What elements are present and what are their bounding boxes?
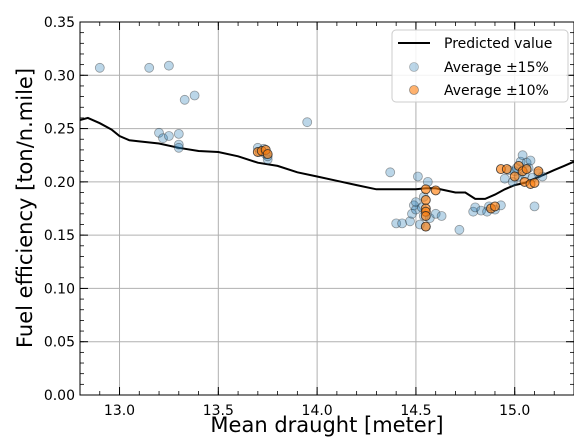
legend-label-average-10: Average ±10%: [444, 83, 549, 99]
point-average-15: [397, 218, 408, 229]
y-tick-label: 0.20: [44, 175, 75, 191]
point-average-10: [420, 184, 431, 195]
data-layer: [79, 60, 574, 235]
point-average-15: [517, 150, 528, 161]
point-average-10: [420, 195, 431, 205]
point-average-15: [163, 60, 174, 71]
point-average-10: [501, 164, 512, 175]
point-average-15: [302, 117, 313, 128]
legend-label-average-15: Average ±15%: [444, 60, 549, 76]
x-axis-title: Mean draught [meter]: [210, 413, 443, 437]
point-average-10: [521, 164, 532, 175]
y-tick-label: 0.05: [44, 335, 75, 351]
point-average-10: [533, 166, 544, 177]
point-average-15: [173, 128, 184, 139]
point-average-10: [490, 201, 500, 212]
point-average-15: [173, 139, 184, 150]
point-average-15: [468, 206, 479, 217]
legend: Predicted value Average ±15% Average ±10…: [391, 29, 569, 103]
point-average-10: [529, 177, 540, 188]
x-tick-label: 13.5: [203, 403, 234, 419]
point-average-15: [405, 216, 415, 227]
y-tick-label: 0.35: [44, 15, 75, 31]
point-average-15: [173, 142, 184, 153]
y-tick-label: 0.30: [44, 68, 75, 84]
grid: [80, 21, 574, 396]
point-average-15: [179, 94, 190, 105]
point-average-15: [436, 211, 447, 221]
point-average-10: [262, 149, 273, 160]
point-average-15: [410, 204, 421, 215]
point-average-15: [476, 205, 487, 216]
legend-marker-average-15: [409, 62, 419, 72]
point-average-10: [420, 221, 431, 232]
x-tick-label: 13.0: [104, 403, 135, 419]
predicted-value-line: [79, 116, 574, 200]
point-average-10: [509, 171, 520, 182]
point-average-15: [525, 155, 536, 166]
axes: 13.0 13.5 14.0 14.5 15.0 0.00 0.05 0.10 0.15 0.20…: [44, 15, 574, 419]
point-average-15: [163, 131, 174, 141]
point-average-15: [154, 127, 164, 138]
point-average-15: [454, 224, 465, 235]
point-average-15: [529, 201, 540, 212]
point-average-15: [385, 167, 396, 178]
point-average-15: [189, 90, 200, 101]
legend-label-predicted: Predicted value: [444, 36, 552, 52]
point-average-15: [408, 200, 419, 211]
point-average-15: [407, 208, 417, 219]
x-tick-label: 14.5: [400, 403, 431, 419]
point-average-15: [391, 218, 402, 229]
point-average-15: [144, 62, 155, 73]
x-tick-label: 14.0: [302, 403, 333, 419]
y-tick-label: 0.15: [44, 228, 75, 244]
y-tick-label: 0.00: [44, 388, 75, 404]
point-average-10: [430, 185, 441, 196]
point-average-15: [94, 62, 105, 73]
legend-marker-average-10: [409, 85, 419, 95]
point-average-10: [420, 211, 431, 221]
legend-frame: [391, 29, 569, 103]
point-average-15: [430, 208, 441, 219]
x-tick-label: 15.0: [499, 403, 530, 419]
plot-frame: [79, 21, 574, 396]
point-average-15: [412, 171, 423, 182]
y-tick-label: 0.10: [44, 281, 75, 297]
point-average-15: [470, 202, 481, 213]
y-axis-title: Fuel efficiency [ton/n.mile]: [13, 68, 37, 348]
point-average-15: [158, 133, 168, 144]
y-tick-label: 0.25: [44, 122, 75, 138]
point-average-15: [499, 173, 510, 184]
point-average-15: [410, 197, 421, 208]
